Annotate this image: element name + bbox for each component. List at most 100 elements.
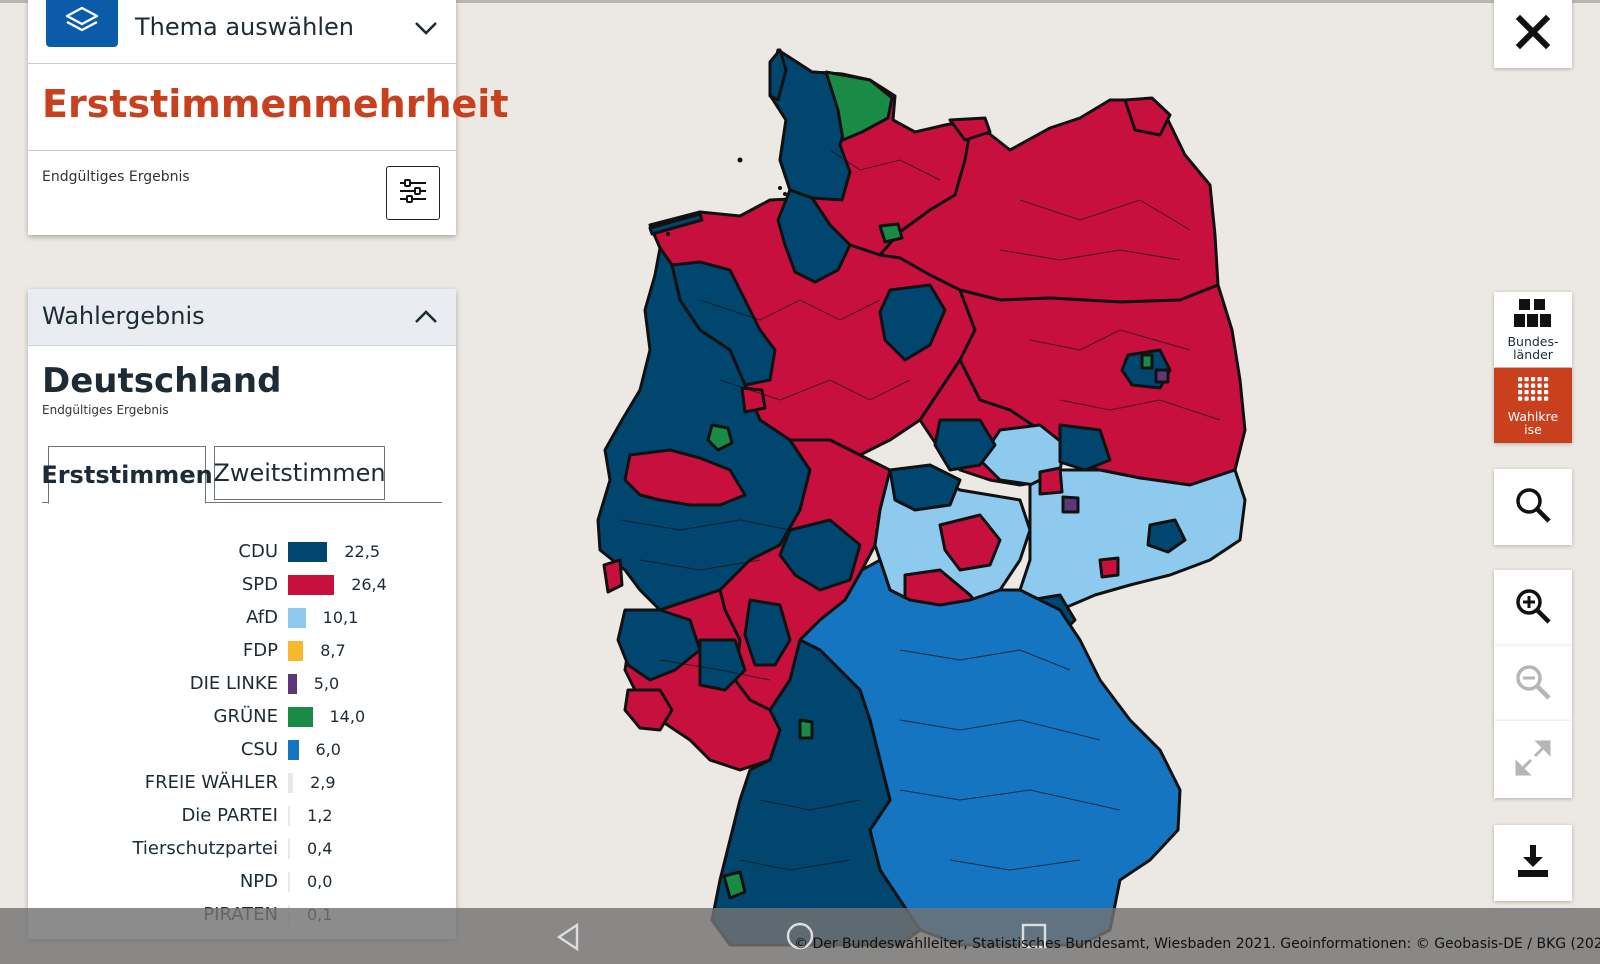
region-island-fehmarn[interactable] [948,116,992,142]
party-value: 0,4 [307,839,333,858]
party-name: CDU [238,541,278,562]
region-sn-spd-chemnitz[interactable] [1098,556,1120,579]
dot-grid-icon [1515,375,1551,407]
party-value: 5,0 [313,674,340,693]
chevron-up-icon[interactable] [413,309,439,325]
region-hessen-cdu-south[interactable] [743,598,792,667]
recent-apps-nav-icon[interactable] [1020,922,1048,950]
dot-grid-cell [1518,390,1523,395]
dot-grid-cell [1518,377,1523,382]
party-value: 22,5 [344,542,380,561]
back-nav-icon[interactable] [555,922,581,952]
region-th-cdu[interactable] [888,463,962,512]
party-name: GRÜNE [213,706,278,727]
sliders-icon [398,178,428,208]
region-title: Deutschland [42,361,282,401]
party-value: 1,2 [307,806,333,825]
region-sn-linke-leipzig[interactable] [1061,495,1080,514]
party-bar [288,641,304,661]
party-row: Die PARTEI 1,2 [28,803,456,829]
region-bw-gruene-freiburg[interactable] [722,870,747,900]
region-sn-spd-leipzig[interactable] [1038,466,1064,496]
region-rlp-cdu-north[interactable] [616,608,702,682]
region-island-ruegen[interactable] [1123,96,1172,137]
region-nrw-spd-north[interactable] [740,386,767,414]
region-ns-cdu-center[interactable] [878,283,947,362]
download-button[interactable] [1494,825,1572,901]
zoom-out-icon [1514,663,1552,705]
party-name: FDP [242,640,278,661]
party-name: AfD [246,607,278,628]
party-value: 26,4 [351,575,387,594]
island-dots [666,157,787,236]
dot-grid-cell [1544,390,1549,395]
tab-zweitstimmen[interactable]: Zweitstimmen [213,446,386,500]
party-bar [288,872,290,892]
party-name: FREIE WÄHLER [144,772,278,793]
search-button[interactable] [1494,469,1572,545]
region-sa-cdu-east[interactable] [1058,423,1112,472]
party-bar [288,575,335,595]
region-rlp-cdu-center[interactable] [698,638,747,692]
dot-grid-cell [1537,390,1542,395]
party-bar [288,707,313,727]
dot-grid-cell [1524,383,1529,388]
zoom-in-button[interactable] [1494,570,1572,646]
home-nav-icon[interactable] [785,921,815,951]
zoom-out-button[interactable] [1494,646,1572,721]
tab-erststimmen[interactable]: Erststimmen [41,446,213,504]
region-th-spd[interactable] [938,513,1002,572]
dot-grid-cell [1518,396,1523,401]
party-row: FREIE WÄHLER 2,9 [28,770,456,796]
dot-grid-cell [1531,390,1536,395]
region-east-frisian-islands[interactable] [648,212,704,236]
party-name: DIE LINKE [189,673,278,694]
region-status: Endgültiges Ergebnis [42,403,169,417]
region-saarland[interactable] [623,688,674,732]
theme-selector[interactable]: Thema auswählen [28,0,456,64]
region-sa-cdu[interactable] [933,418,997,472]
party-bar [288,839,290,859]
party-bar [288,674,297,694]
result-status: Endgültiges Ergebnis [42,169,190,185]
region-nrw-spd-ruhr[interactable] [623,448,747,507]
layers-button[interactable] [46,0,118,47]
chevron-down-icon[interactable] [413,20,439,36]
party-row: Tierschutzpartei 0,4 [28,836,456,862]
party-row: AfD 10,1 [28,605,456,631]
party-value: 0,0 [307,872,333,891]
region-nrw-gruene-muenster[interactable] [706,423,734,452]
party-bar [288,773,294,793]
constituency-borders [619,149,1221,871]
system-nav-bar [0,908,1600,964]
vote-tabs: Zweitstimmen Erststimmen [41,446,442,504]
region-nrw-spd-south[interactable] [602,558,624,594]
wahlkreise-button[interactable]: Wahlkre ise [1494,368,1572,443]
bundeslaender-button[interactable]: Bundes- länder [1494,292,1572,367]
copyright-notice: © Der Bundeswahlleiter, Statistisches Bu… [794,936,1600,952]
filter-settings-button[interactable] [386,166,440,220]
dot-grid-cell [1544,396,1549,401]
close-button[interactable] [1494,0,1572,68]
region-island-sylt[interactable] [768,48,788,102]
region-ns-cdu-north[interactable] [776,188,852,284]
party-row: CDU 22,5 [28,539,456,565]
region-berlin-linke[interactable] [1154,368,1170,384]
fullscreen-button[interactable] [1494,721,1572,798]
region-sh-gruene[interactable] [824,70,894,142]
party-value: 10,1 [322,608,359,627]
region-hh-gruene[interactable] [878,222,904,244]
party-value: 6,0 [315,740,341,759]
region-berlin-gruene[interactable] [1140,353,1154,370]
result-panel-header[interactable]: Wahlergebnis [28,289,456,346]
party-name: NPD [239,871,278,892]
status-section: Endgültiges Ergebnis [28,151,456,235]
party-row: GRÜNE 14,0 [28,704,456,730]
party-bar [288,542,328,562]
region-sn-cdu-dresden[interactable] [1146,518,1187,554]
party-row: NPD 0,0 [28,869,456,895]
result-panel-title: Wahlergebnis [42,302,205,330]
region-bw-gruene-stuttgart[interactable] [798,718,814,740]
region-hessen-cdu-central[interactable] [778,518,862,592]
